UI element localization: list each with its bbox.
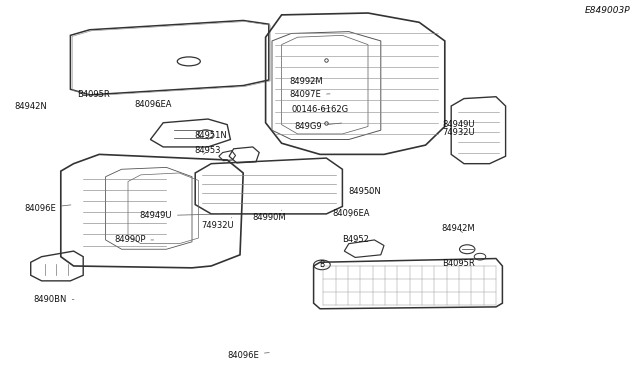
Text: 84096E: 84096E bbox=[24, 204, 71, 213]
Text: 74932U: 74932U bbox=[202, 218, 234, 230]
Text: 74932U: 74932U bbox=[442, 128, 475, 137]
Text: 84942N: 84942N bbox=[14, 102, 47, 110]
Text: B4095R: B4095R bbox=[442, 259, 475, 268]
Text: 84097E: 84097E bbox=[289, 90, 330, 99]
Text: 84096EA: 84096EA bbox=[134, 100, 172, 109]
Text: 00146-6162G: 00146-6162G bbox=[291, 105, 348, 114]
Text: B4095R: B4095R bbox=[77, 90, 109, 99]
Text: 8490BN: 8490BN bbox=[33, 295, 74, 304]
Text: 84942M: 84942M bbox=[441, 224, 475, 233]
Text: 84992M: 84992M bbox=[289, 77, 323, 86]
Text: B4952: B4952 bbox=[342, 235, 369, 244]
Text: 84950N: 84950N bbox=[349, 187, 381, 196]
Text: 849G9: 849G9 bbox=[294, 122, 342, 131]
Text: 84951N: 84951N bbox=[195, 131, 227, 140]
Text: B: B bbox=[319, 260, 324, 269]
Text: 84949U: 84949U bbox=[140, 211, 221, 220]
Text: 84096EA: 84096EA bbox=[333, 209, 371, 218]
Text: E849003P: E849003P bbox=[585, 6, 630, 15]
Text: 84949U: 84949U bbox=[442, 120, 475, 129]
Text: 84990P: 84990P bbox=[114, 235, 154, 244]
Text: 84990M: 84990M bbox=[253, 210, 287, 222]
Text: 84096E: 84096E bbox=[227, 351, 269, 360]
Text: 84953: 84953 bbox=[195, 146, 221, 155]
